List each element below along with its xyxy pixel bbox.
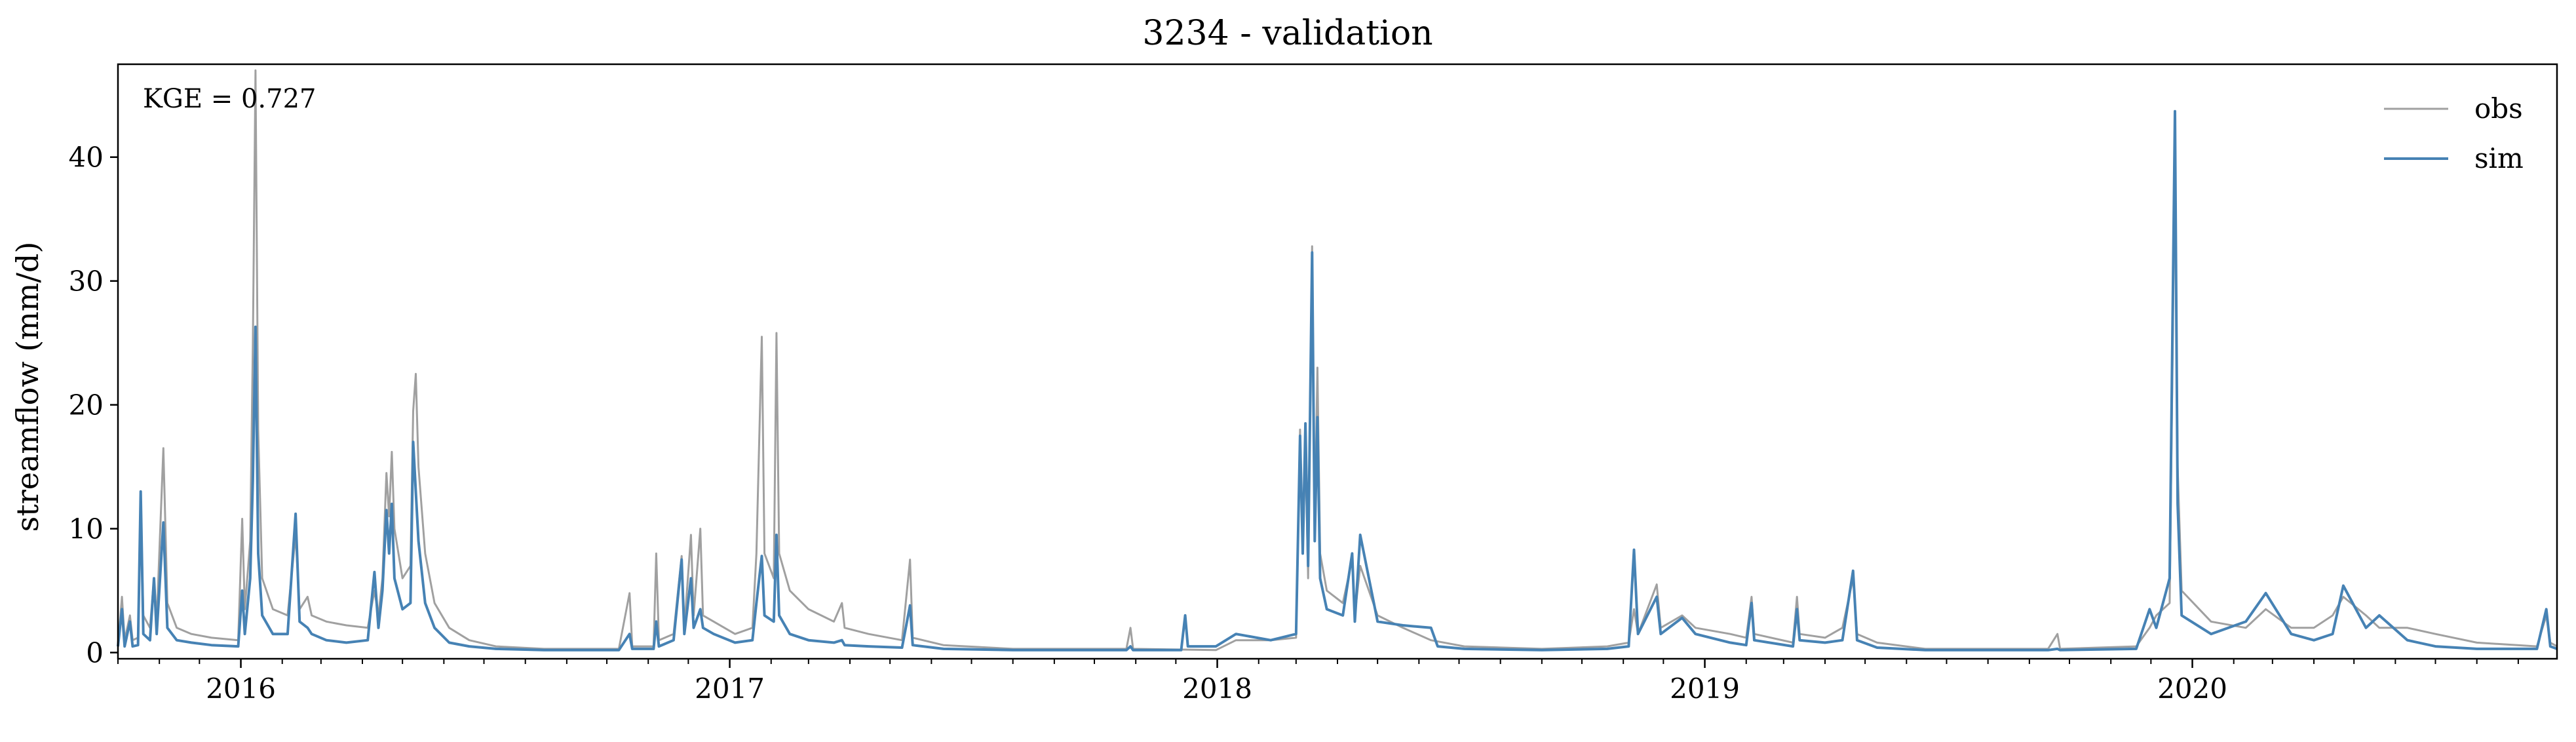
y-tick-label: 40 [69,142,104,174]
x-axis: 2016 2017 2018 2019 2020 [117,659,2519,705]
plot-area [117,63,2558,660]
legend: obs sim [2384,92,2524,174]
legend-label-obs: obs [2474,92,2523,125]
y-tick-label: 10 [69,513,104,545]
y-axis-label: streamflow (mm/d) [10,242,45,532]
kge-annotation: KGE = 0.727 [143,84,317,114]
series-line-sim [117,109,2558,652]
x-tick-label: 2019 [1670,673,1740,705]
plot-frame [117,63,2558,660]
y-axis: 0 10 20 30 40 [69,142,118,669]
y-tick-label: 20 [69,389,104,421]
chart-title: 3234 - validation [1142,14,1432,53]
y-tick-label: 30 [69,265,104,298]
x-tick-label: 2018 [1182,673,1252,705]
series-line-obs [117,69,2558,652]
legend-label-sim: sim [2474,142,2524,174]
series-layer [117,69,2558,652]
x-tick-label: 2020 [2157,673,2227,705]
x-tick-label: 2017 [695,673,765,705]
y-tick-label: 0 [86,637,104,669]
x-tick-label: 2016 [206,673,276,705]
